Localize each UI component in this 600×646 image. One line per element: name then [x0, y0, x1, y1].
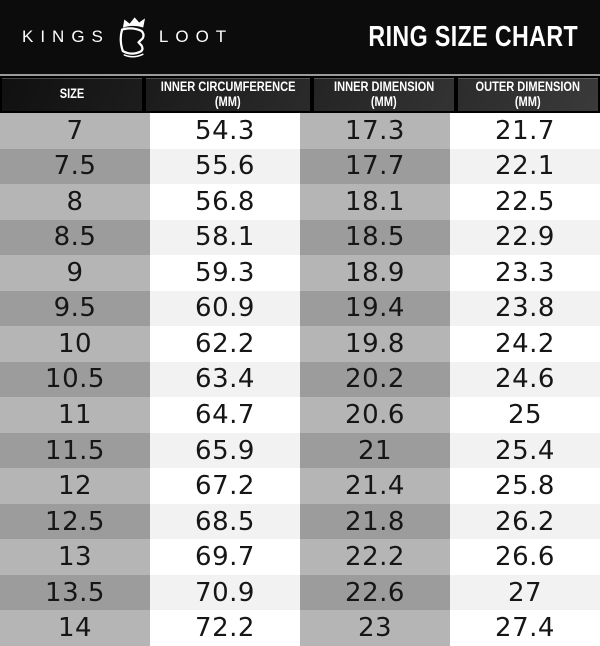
- size-cell: 10.5: [0, 361, 150, 398]
- outer-dimension-cell: 23.3: [450, 255, 600, 291]
- page-title: RING SIZE CHART: [368, 20, 578, 53]
- inner-dimension-cell: 18.5: [300, 219, 450, 256]
- outer-dimension-cell: 24.2: [450, 326, 600, 362]
- size-cell: 13.5: [0, 574, 150, 611]
- outer-dimension-cell: 27.4: [450, 610, 600, 646]
- table-row: 7.5 55.6 17.7 22.1: [0, 148, 600, 185]
- outer-dimension-cell: 24.6: [450, 361, 600, 398]
- inner-circumference-cell: 55.6: [150, 148, 300, 185]
- inner-circumference-cell: 63.4: [150, 361, 300, 398]
- inner-circumference-cell: 72.2: [150, 610, 300, 646]
- size-cell: 7: [0, 113, 150, 149]
- table-row: 9.5 60.9 19.4 23.8: [0, 290, 600, 327]
- inner-dimension-cell: 19.4: [300, 290, 450, 327]
- inner-circumference-cell: 60.9: [150, 290, 300, 327]
- size-cell: 10: [0, 326, 150, 362]
- outer-dimension-cell: 21.7: [450, 113, 600, 149]
- inner-dimension-cell: 19.8: [300, 326, 450, 362]
- outer-dimension-cell: 22.5: [450, 184, 600, 220]
- crown-wallet-icon: [112, 14, 150, 60]
- inner-dimension-cell: 17.3: [300, 113, 450, 149]
- size-cell: 12: [0, 468, 150, 504]
- inner-circumference-cell: 54.3: [150, 113, 300, 149]
- top-banner: KINGS LOOT RING SIZE CHART: [0, 0, 600, 74]
- outer-dimension-cell: 22.9: [450, 219, 600, 256]
- table-row: 8.5 58.1 18.5 22.9: [0, 219, 600, 256]
- table-row: 13 69.7 22.2 26.6: [0, 539, 600, 575]
- inner-dimension-cell: 21: [300, 432, 450, 469]
- brand-word-kings: KINGS: [22, 27, 110, 46]
- inner-dimension-cell: 18.1: [300, 184, 450, 220]
- table-body: 7 54.3 17.3 21.7 7.5 55.6 17.7 22.1 8 56.8 18.1 22.…: [0, 113, 600, 646]
- size-cell: 8: [0, 184, 150, 220]
- table-row: 10 62.2 19.8 24.2: [0, 326, 600, 362]
- size-cell: 12.5: [0, 503, 150, 540]
- table-row: 11 64.7 20.6 25: [0, 397, 600, 433]
- column-header-unit: (MM): [215, 93, 241, 109]
- outer-dimension-cell: 27: [450, 574, 600, 611]
- inner-circumference-cell: 65.9: [150, 432, 300, 469]
- inner-circumference-cell: 70.9: [150, 574, 300, 611]
- column-header-inner-dimension: INNER DIMENSION (MM): [314, 78, 455, 111]
- table-row: 13.5 70.9 22.6 27: [0, 574, 600, 611]
- inner-circumference-cell: 62.2: [150, 326, 300, 362]
- brand-word-loot: LOOT: [158, 27, 234, 46]
- size-cell: 14: [0, 610, 150, 646]
- inner-circumference-cell: 58.1: [150, 219, 300, 256]
- outer-dimension-cell: 23.8: [450, 290, 600, 327]
- inner-dimension-cell: 21.8: [300, 503, 450, 540]
- column-header-outer-dimension: OUTER DIMENSION (MM): [458, 78, 598, 111]
- table-row: 11.5 65.9 21 25.4: [0, 432, 600, 469]
- inner-circumference-cell: 68.5: [150, 503, 300, 540]
- table-row: 10.5 63.4 20.2 24.6: [0, 361, 600, 398]
- kingsloot-brand: KINGS LOOT: [22, 14, 226, 60]
- inner-dimension-cell: 22.2: [300, 539, 450, 575]
- table-row: 8 56.8 18.1 22.5: [0, 184, 600, 220]
- table-row: 14 72.2 23 27.4: [0, 610, 600, 646]
- outer-dimension-cell: 25.4: [450, 432, 600, 469]
- column-header-unit: (MM): [371, 93, 398, 109]
- inner-circumference-cell: 69.7: [150, 539, 300, 575]
- inner-circumference-cell: 59.3: [150, 255, 300, 291]
- inner-dimension-cell: 17.7: [300, 148, 450, 185]
- inner-circumference-cell: 64.7: [150, 397, 300, 433]
- column-header-inner-circumference: INNER CIRCUMFERENCE (MM): [145, 78, 311, 111]
- inner-dimension-cell: 21.4: [300, 468, 450, 504]
- column-header-unit: (MM): [515, 93, 541, 109]
- table-row: 9 59.3 18.9 23.3: [0, 255, 600, 291]
- table-row: 12.5 68.5 21.8 26.2: [0, 503, 600, 540]
- size-cell: 11: [0, 397, 150, 433]
- inner-dimension-cell: 20.6: [300, 397, 450, 433]
- table-row: 12 67.2 21.4 25.8: [0, 468, 600, 504]
- size-cell: 11.5: [0, 432, 150, 469]
- size-cell: 9: [0, 255, 150, 291]
- column-header-label: INNER DIMENSION: [333, 78, 435, 94]
- size-cell: 9.5: [0, 290, 150, 327]
- inner-circumference-cell: 56.8: [150, 184, 300, 220]
- outer-dimension-cell: 26.2: [450, 503, 600, 540]
- column-header-label: INNER CIRCUMFERENCE: [160, 78, 296, 94]
- size-cell: 13: [0, 539, 150, 575]
- column-header-label: OUTER DIMENSION: [475, 78, 581, 94]
- column-header-label: SIZE: [59, 86, 85, 102]
- size-cell: 7.5: [0, 148, 150, 185]
- column-header-size: SIZE: [2, 78, 142, 111]
- outer-dimension-cell: 26.6: [450, 539, 600, 575]
- table-row: 7 54.3 17.3 21.7: [0, 113, 600, 149]
- outer-dimension-cell: 22.1: [450, 148, 600, 185]
- outer-dimension-cell: 25: [450, 397, 600, 433]
- inner-circumference-cell: 67.2: [150, 468, 300, 504]
- table-header-row: SIZE INNER CIRCUMFERENCE (MM) INNER DIME…: [0, 74, 600, 113]
- size-cell: 8.5: [0, 219, 150, 256]
- inner-dimension-cell: 20.2: [300, 361, 450, 398]
- outer-dimension-cell: 25.8: [450, 468, 600, 504]
- inner-dimension-cell: 22.6: [300, 574, 450, 611]
- inner-dimension-cell: 18.9: [300, 255, 450, 291]
- inner-dimension-cell: 23: [300, 610, 450, 646]
